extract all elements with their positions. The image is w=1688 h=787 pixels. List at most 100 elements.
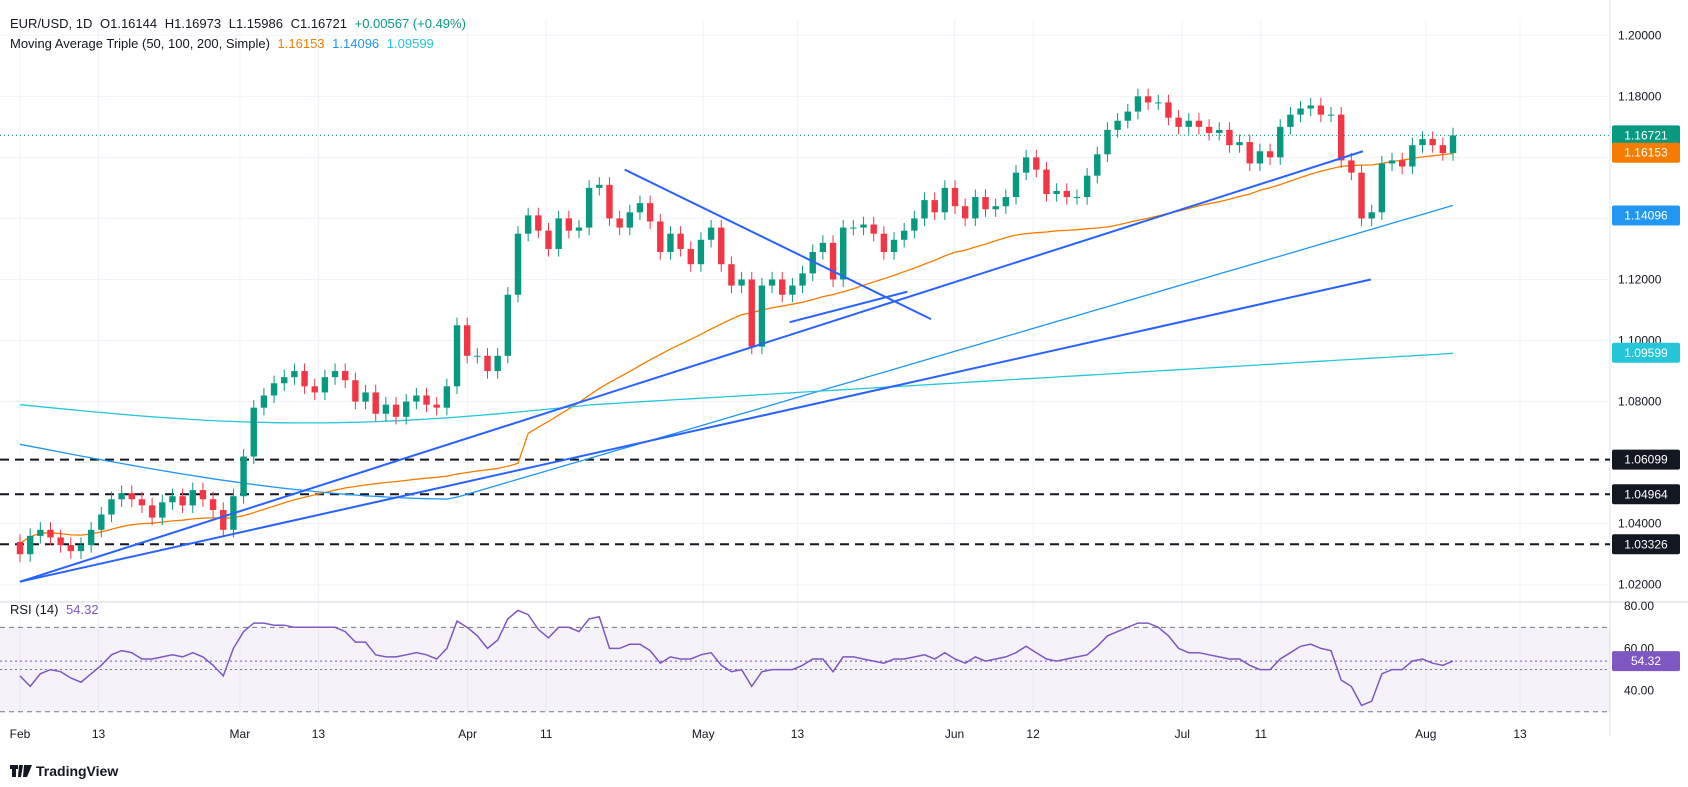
candle-body xyxy=(1287,114,1294,127)
time-tick-label: 12 xyxy=(1026,727,1040,741)
time-tick-label: 13 xyxy=(92,727,106,741)
candle-body xyxy=(47,529,54,538)
time-axis[interactable]: Feb 13 Mar 13 Apr 11 May 13 Jun 12 Jul 11 Aug 13 xyxy=(10,727,1527,741)
rsi-tick-label: 40.00 xyxy=(1624,684,1654,698)
candle-body xyxy=(118,493,125,500)
time-tick-label: 11 xyxy=(540,727,553,741)
candle-body xyxy=(484,355,491,372)
candle-body xyxy=(789,285,796,295)
time-tick-label: 13 xyxy=(791,727,805,741)
candle-body xyxy=(992,206,999,210)
candle-body xyxy=(402,401,410,417)
candle-body xyxy=(870,224,877,234)
candle-body xyxy=(1327,114,1335,116)
candle-body xyxy=(494,355,501,372)
candle-body xyxy=(1277,126,1284,158)
high-value: H1.16973 xyxy=(164,16,222,31)
candle-body xyxy=(1104,129,1111,155)
candle-body xyxy=(108,499,115,515)
ma200-value: 1.09599 xyxy=(386,36,434,51)
ma100-value: 1.14096 xyxy=(332,36,380,51)
tradingview-logo[interactable]: TradingView xyxy=(10,763,118,779)
candle-body xyxy=(382,404,390,414)
candle-body xyxy=(504,294,512,356)
candle-body xyxy=(128,493,135,500)
candle-body xyxy=(1155,102,1162,104)
candle-body xyxy=(260,395,268,408)
candle-body xyxy=(687,248,694,265)
moving-averages xyxy=(19,152,1454,544)
time-tick-label: Apr xyxy=(458,727,477,741)
low-value: L1.15986 xyxy=(228,16,283,31)
time-tick-label: Jul xyxy=(1175,727,1190,741)
grid xyxy=(0,0,1688,736)
trendline xyxy=(19,150,1364,583)
ma-header: Moving Average Triple (50, 100, 200, Sim… xyxy=(10,36,438,51)
candle-body xyxy=(1378,163,1386,213)
change-value: +0.00567 (+0.49%) xyxy=(354,16,466,31)
candle-body xyxy=(179,496,186,506)
candle-body xyxy=(1358,172,1365,219)
candle-body xyxy=(1002,197,1010,207)
candle-body xyxy=(758,285,766,347)
candle-body xyxy=(748,279,755,347)
candle-body xyxy=(738,279,745,286)
candle-body xyxy=(1144,96,1152,103)
price-label-bg xyxy=(1612,534,1680,555)
candle-body xyxy=(209,499,217,510)
tradingview-icon xyxy=(10,765,32,777)
trendline xyxy=(624,168,932,321)
candle-body xyxy=(667,233,674,252)
candle-body xyxy=(1226,129,1233,146)
candle-body xyxy=(707,227,715,240)
price-label-bg xyxy=(1612,142,1680,163)
ma-label[interactable]: Moving Average Triple (50, 100, 200, Sim… xyxy=(10,36,270,51)
candle-body xyxy=(809,252,816,274)
price-label-bg xyxy=(1612,205,1680,226)
candle-body xyxy=(1043,169,1050,194)
candle-body xyxy=(1033,157,1040,170)
candle-body xyxy=(768,279,776,286)
symbol-label[interactable]: EUR/USD, 1D xyxy=(10,16,93,31)
candle-body xyxy=(555,218,562,249)
rsi-label[interactable]: RSI (14) xyxy=(10,602,59,617)
candle-body xyxy=(67,545,75,552)
candle-body xyxy=(321,377,329,393)
candle-body xyxy=(77,545,85,552)
trendlines[interactable] xyxy=(19,150,1372,583)
candles xyxy=(16,88,1457,562)
candle-body xyxy=(1185,120,1192,127)
candle-body xyxy=(636,203,644,213)
candle-body xyxy=(860,224,867,228)
candle-body xyxy=(1307,105,1314,109)
candle-body xyxy=(1114,120,1121,130)
candle-body xyxy=(1317,105,1325,115)
candle-body xyxy=(423,395,430,405)
candle-body xyxy=(1175,117,1182,127)
price-label-bg xyxy=(1612,342,1680,363)
candle-body xyxy=(1236,142,1243,146)
candle-body xyxy=(1195,120,1203,127)
candle-body xyxy=(545,230,552,249)
support-resistance-levels xyxy=(0,134,1610,546)
candle-body xyxy=(1216,129,1223,133)
candle-body xyxy=(159,502,166,518)
candle-body xyxy=(840,227,847,280)
candle-body xyxy=(718,227,725,265)
price-tick-label: 1.02000 xyxy=(1618,578,1662,592)
candle-body xyxy=(514,233,522,295)
candle-body xyxy=(1053,190,1060,194)
ma100-line xyxy=(19,204,1454,500)
candle-body xyxy=(463,325,471,356)
candle-body xyxy=(1012,172,1020,198)
candle-body xyxy=(1338,114,1345,161)
candle-body xyxy=(1398,160,1406,167)
candle-body xyxy=(931,200,938,213)
candle-body xyxy=(1368,212,1375,219)
candle-body xyxy=(26,535,34,555)
price-tick-label: 1.18000 xyxy=(1618,89,1662,103)
candle-body xyxy=(596,184,603,188)
price-label: 1.14096 xyxy=(1624,208,1668,222)
candle-body xyxy=(606,184,613,219)
